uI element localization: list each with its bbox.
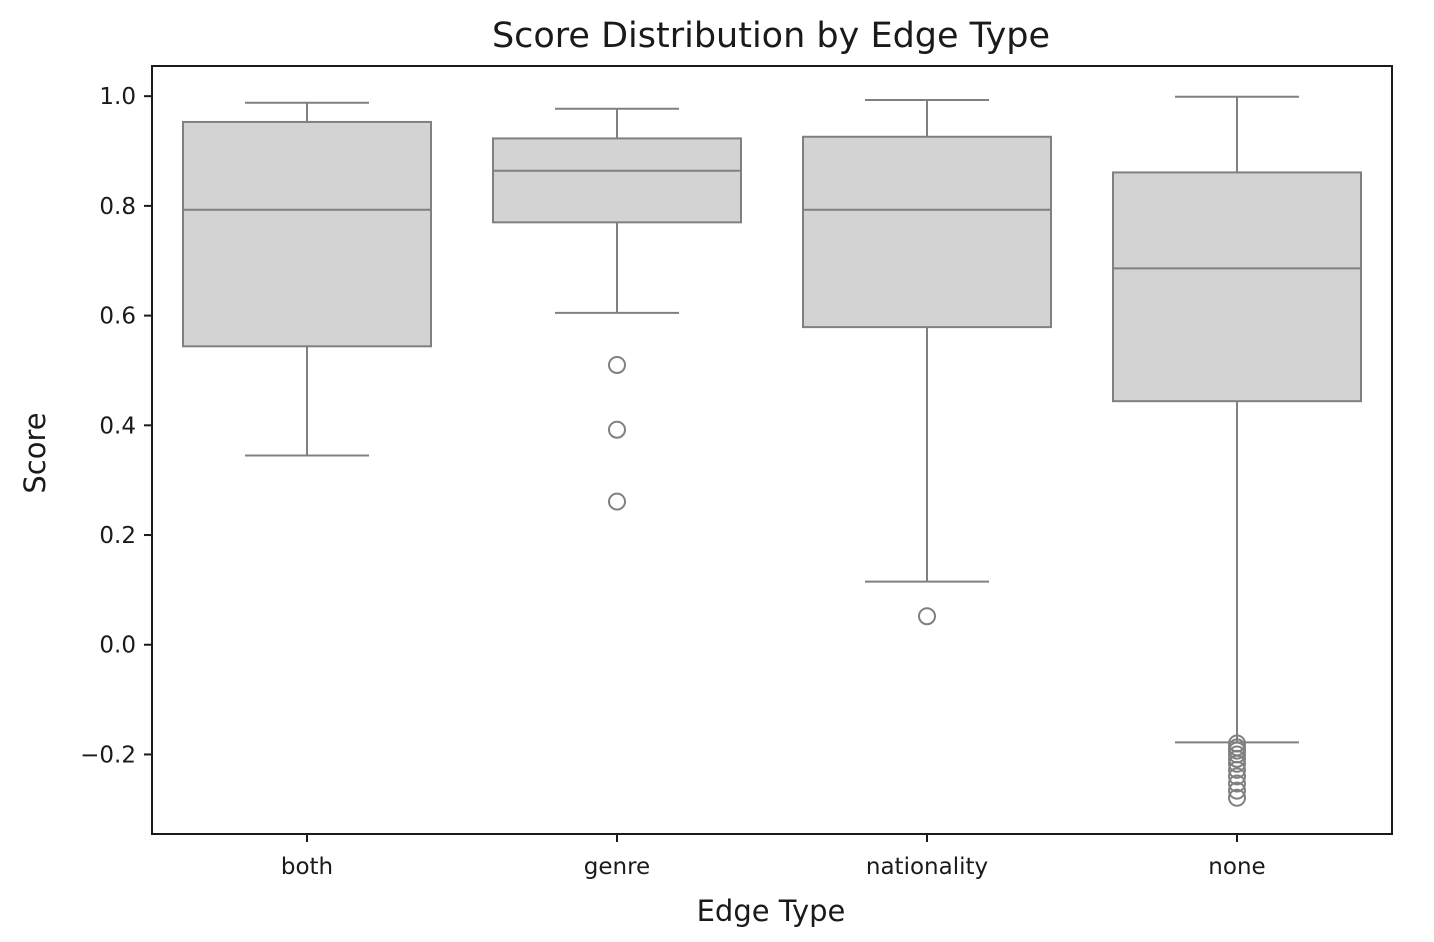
outlier-point (608, 420, 626, 439)
outlier-point (918, 607, 936, 626)
box-iqr (492, 137, 742, 224)
outlier-point (1228, 788, 1246, 807)
box-group-nationality (802, 99, 1052, 626)
box-iqr (802, 135, 1052, 329)
x-tick-label: none (1208, 854, 1265, 880)
y-tick-label: 0.0 (99, 633, 136, 659)
y-tick-label: 1.0 (99, 84, 136, 110)
x-tick-label: nationality (866, 854, 988, 880)
x-axis: both genre nationality none (281, 834, 1266, 880)
box-iqr (1112, 171, 1362, 403)
y-tick-label: 0.6 (99, 304, 136, 330)
y-tick-label: 0.4 (99, 413, 136, 439)
y-axis: −0.2 0.0 0.2 0.4 0.6 0.8 1.0 (80, 84, 152, 768)
y-tick-label: 0.2 (99, 523, 136, 549)
outlier-point (1228, 749, 1246, 768)
outlier-point (1228, 774, 1246, 793)
x-tick-label: genre (584, 854, 650, 880)
outlier-point (1228, 760, 1246, 779)
box-group-none (1112, 95, 1362, 807)
plot-area (182, 95, 1362, 807)
box-iqr (182, 120, 432, 348)
y-tick-label: −0.2 (80, 742, 136, 768)
box-group-genre (492, 107, 742, 511)
chart-title: Score Distribution by Edge Type (492, 16, 1050, 56)
box-group-both (182, 101, 432, 457)
y-tick-label: 0.8 (99, 194, 136, 220)
outlier-point (1228, 781, 1246, 800)
x-tick-label: both (281, 854, 333, 880)
outlier-point (1228, 754, 1246, 773)
outlier-point (1228, 767, 1246, 786)
plot-frame (151, 65, 1393, 835)
outlier-point (608, 355, 626, 374)
y-axis-label: Score (18, 412, 52, 493)
x-axis-label: Edge Type (697, 894, 846, 928)
outlier-point (608, 492, 626, 511)
